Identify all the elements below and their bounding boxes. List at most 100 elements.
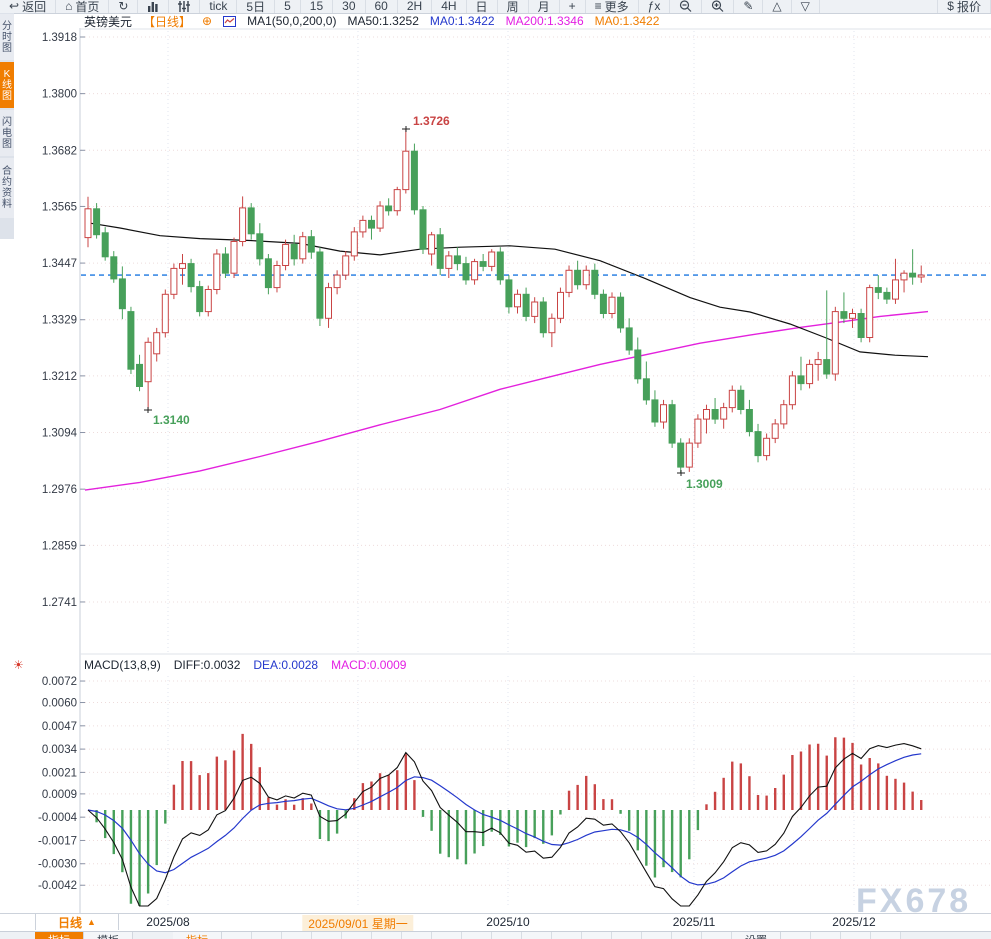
strip-tab-指标[interactable]: 指标 — [35, 932, 84, 939]
price-axis-label: 1.3094 — [42, 428, 78, 440]
toolbar-button-label: 5 — [284, 0, 291, 13]
zoom-in-icon — [711, 0, 724, 12]
top-toolbar: ↩ 返回 ⌂ 首页 ↻ tick 5日 5 15 30 60 2H 4H 日周月 + ≡ 更多 ƒx ✎ △ ▽ $ 报价 — [0, 0, 991, 14]
triangle-down-icon: ▽ — [800, 0, 810, 13]
strip-cell[interactable] — [522, 932, 552, 939]
x-axis-date: 2025/10 — [486, 915, 530, 929]
toolbar-button-日[interactable]: 日 — [467, 0, 498, 14]
settings-plus-icon[interactable]: ⊕ — [202, 14, 213, 28]
annotation-label: 1.3009 — [686, 477, 723, 491]
dea-line — [87, 753, 922, 886]
x-axis-date: 2025/11 — [672, 915, 716, 929]
strip-cell[interactable] — [781, 932, 811, 939]
back-icon: ↩ — [9, 0, 20, 13]
strip-cell[interactable] — [312, 932, 342, 939]
strip-cell[interactable] — [432, 932, 462, 939]
toolbar-button-30[interactable]: 30 — [333, 0, 366, 13]
mini-chart-icon — [223, 15, 237, 27]
toolbar-button-zoom-out-icon[interactable] — [670, 0, 703, 13]
sidebar-tab-闪电图[interactable]: 闪 电 图 — [0, 110, 14, 156]
period-selector[interactable]: 日线 ▲ — [35, 914, 119, 930]
strip-cell[interactable] — [342, 932, 372, 939]
toolbar-button-pencil-icon[interactable]: ✎ — [734, 0, 764, 13]
toolbar-button-更多[interactable]: ≡ 更多 — [586, 0, 639, 14]
strip-cell[interactable] — [282, 932, 312, 939]
strip-cell[interactable] — [841, 932, 871, 939]
strip-cell[interactable] — [672, 932, 702, 939]
price-axis: 1.3918 1.3800 1.3682 1.3565 1.3447 1.3329 1.32… — [42, 32, 990, 609]
macd-axis-label: 0.0047 — [42, 721, 77, 733]
toolbar-button-4H[interactable]: 4H — [432, 0, 467, 13]
time-axis-row: 日线 ▲ 2025/08 2025/09/01 星期一 2025/10 2025/11… — [0, 913, 991, 932]
strip-cell[interactable] — [552, 932, 582, 939]
toolbar-button-label: 2H — [406, 0, 423, 13]
toolbar-button-label: 60 — [374, 0, 388, 13]
toolbar-button-sliders-icon[interactable] — [169, 0, 201, 13]
toolbar-button-label: 日 — [475, 0, 488, 14]
toolbar-button-首页[interactable]: ⌂ 首页 — [56, 0, 110, 14]
chevron-up-icon: ▲ — [87, 917, 96, 927]
strip-cell[interactable] — [582, 932, 612, 939]
macd-axis-label: 0.0072 — [42, 676, 77, 688]
strip-cell[interactable] — [811, 932, 841, 939]
toolbar-button-label: 返回 — [22, 0, 47, 14]
toolbar-button-label: + — [568, 0, 576, 13]
toolbar-button-5[interactable]: 5 — [275, 0, 301, 13]
sidebar-tab-合约资料[interactable]: 合 约 资 料 — [0, 158, 14, 218]
strip-cell[interactable] — [702, 932, 732, 939]
strip-cell[interactable] — [642, 932, 672, 939]
toolbar-button-tick[interactable]: tick — [200, 0, 238, 13]
toolbar-button-60[interactable]: 60 — [366, 0, 398, 13]
toolbar-button-triangle-up-icon[interactable]: △ — [763, 0, 792, 13]
strip-cell[interactable] — [612, 932, 642, 939]
price-axis-label: 1.2976 — [42, 484, 77, 496]
symbol-header-segment: 【日线】 — [143, 14, 192, 29]
toolbar-button-返回[interactable]: ↩ 返回 — [0, 0, 57, 14]
toolbar-button-2H[interactable]: 2H — [398, 0, 433, 13]
strip-tab-指标[interactable]: 指标 — [173, 932, 222, 939]
strip-cell[interactable] — [871, 932, 901, 939]
ma200-line — [84, 310, 929, 491]
toolbar-button-label: 周 — [506, 0, 519, 14]
zoom-out-icon — [679, 0, 692, 12]
refresh-icon: ↻ — [118, 0, 129, 13]
toolbar-button-label: tick — [209, 0, 228, 13]
sidebar-tab-分时图[interactable]: 分 时 图 — [0, 14, 14, 60]
toolbar-button-label: 首页 — [75, 0, 100, 14]
x-axis-date: 2025/08 — [146, 915, 190, 929]
strip-tab-模板[interactable]: 模板 — [84, 932, 133, 939]
macd-axis: 0.0072 0.0060 0.0047 0.0034 0.0021 0.0009 -0.0… — [38, 676, 990, 892]
toolbar-button-triangle-down-icon[interactable]: ▽ — [792, 0, 820, 13]
price-axis-label: 1.2859 — [42, 540, 77, 552]
symbol-header-segment: MA50:1.3252 — [347, 14, 419, 28]
strip-cell[interactable] — [492, 932, 522, 939]
price-axis-label: 1.3212 — [42, 371, 77, 383]
symbol-header-segment: 英镑美元 — [84, 14, 133, 29]
toolbar-button-周[interactable]: 周 — [498, 0, 529, 14]
macd-header: MACD(13,8,9) DIFF:0.0032 DEA:0.0028 MACD:0.… — [84, 658, 406, 672]
strip-cell[interactable] — [402, 932, 432, 939]
toolbar-button-fx-icon[interactable]: ƒx — [639, 0, 671, 13]
strip-cell[interactable] — [462, 932, 492, 939]
toolbar-button-bar-chart-icon[interactable] — [138, 0, 170, 13]
strip-cell[interactable] — [252, 932, 282, 939]
toolbar-button-月[interactable]: 月 — [529, 0, 560, 13]
price-axis-label: 1.3565 — [42, 201, 77, 213]
toolbar-button-+[interactable]: + — [560, 0, 586, 13]
strip-cell[interactable] — [222, 932, 252, 939]
toolbar-button-15[interactable]: 15 — [301, 0, 334, 13]
toolbar-button-refresh-icon[interactable]: ↻ — [109, 0, 139, 13]
strip-tab-设置[interactable]: 设置 — [732, 932, 781, 939]
toolbar-button-label: 更多 — [604, 0, 629, 14]
menu-icon: ≡ — [594, 0, 602, 13]
indicator-settings-icon[interactable]: ☀ — [13, 658, 24, 672]
price-axis-label: 1.2741 — [42, 597, 77, 609]
toolbar-button-5日[interactable]: 5日 — [237, 0, 276, 13]
macd-axis-label: -0.0017 — [38, 835, 77, 847]
strip-cell[interactable] — [372, 932, 402, 939]
sidebar-tab-K线图[interactable]: K 线 图 — [0, 62, 14, 108]
toolbar-button-zoom-in-icon[interactable] — [702, 0, 735, 13]
toolbar-button-报价[interactable]: $ 报价 — [937, 0, 991, 13]
price-annotations: 1.3726 1.3140 1.3009 — [144, 114, 723, 491]
